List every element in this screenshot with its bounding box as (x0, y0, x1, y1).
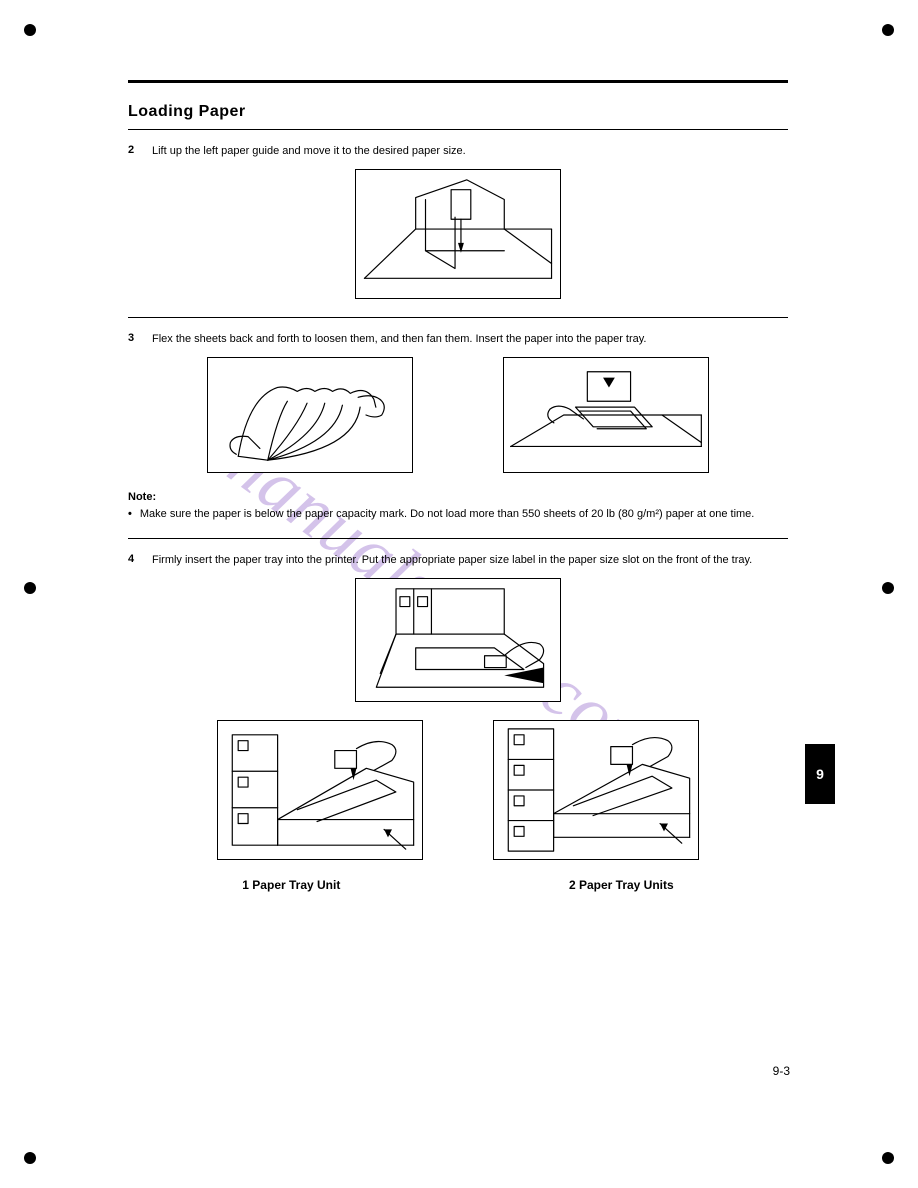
step-4-text: Firmly insert the paper tray into the pr… (152, 553, 788, 568)
step-4-num: 4 (128, 553, 142, 565)
crop-mark-tl (16, 16, 44, 44)
figure-step3b (503, 357, 709, 473)
step-3-num: 3 (128, 332, 142, 344)
note-block: Note: • Make sure the paper is below the… (128, 491, 788, 522)
rule-thin-2 (128, 317, 788, 318)
figure-row-4a (128, 578, 788, 702)
figure-step3a (207, 357, 413, 473)
caption-row: 1 Paper Tray Unit 2 Paper Tray Units (128, 878, 788, 892)
step-3-text: Flex the sheets back and forth to loosen… (152, 332, 788, 347)
page-content: Loading Paper 2 Lift up the left paper g… (128, 80, 788, 892)
note-text: Make sure the paper is below the paper c… (140, 507, 755, 522)
figure-row-4bc (128, 720, 788, 860)
rule-thin-3 (128, 538, 788, 539)
caption-2: 2 Paper Tray Units (569, 878, 674, 892)
step-4: 4 Firmly insert the paper tray into the … (128, 553, 788, 568)
step-2: 2 Lift up the left paper guide and move … (128, 144, 788, 159)
step-2-num: 2 (128, 144, 142, 156)
page-number: 9-3 (773, 1064, 790, 1078)
crop-mark-br (874, 1144, 902, 1172)
page-title: Loading Paper (128, 103, 788, 121)
crop-mark-ml (16, 574, 44, 602)
crop-mark-bl (16, 1144, 44, 1172)
rule-thin-1 (128, 129, 788, 130)
figure-row-2 (128, 169, 788, 299)
figure-step2 (355, 169, 561, 299)
crop-mark-mr (874, 574, 902, 602)
chapter-side-tab: 9 (805, 744, 835, 804)
step-3: 3 Flex the sheets back and forth to loos… (128, 332, 788, 347)
figure-step4b (217, 720, 423, 860)
bullet-dot: • (128, 507, 132, 522)
caption-1: 1 Paper Tray Unit (242, 878, 340, 892)
figure-row-3 (128, 357, 788, 473)
figure-step4a (355, 578, 561, 702)
crop-mark-tr (874, 16, 902, 44)
note-bullet: • Make sure the paper is below the paper… (128, 507, 788, 522)
figure-step4c (493, 720, 699, 860)
note-label: Note: (128, 491, 788, 503)
step-2-text: Lift up the left paper guide and move it… (152, 144, 788, 159)
rule-heavy-top (128, 80, 788, 83)
